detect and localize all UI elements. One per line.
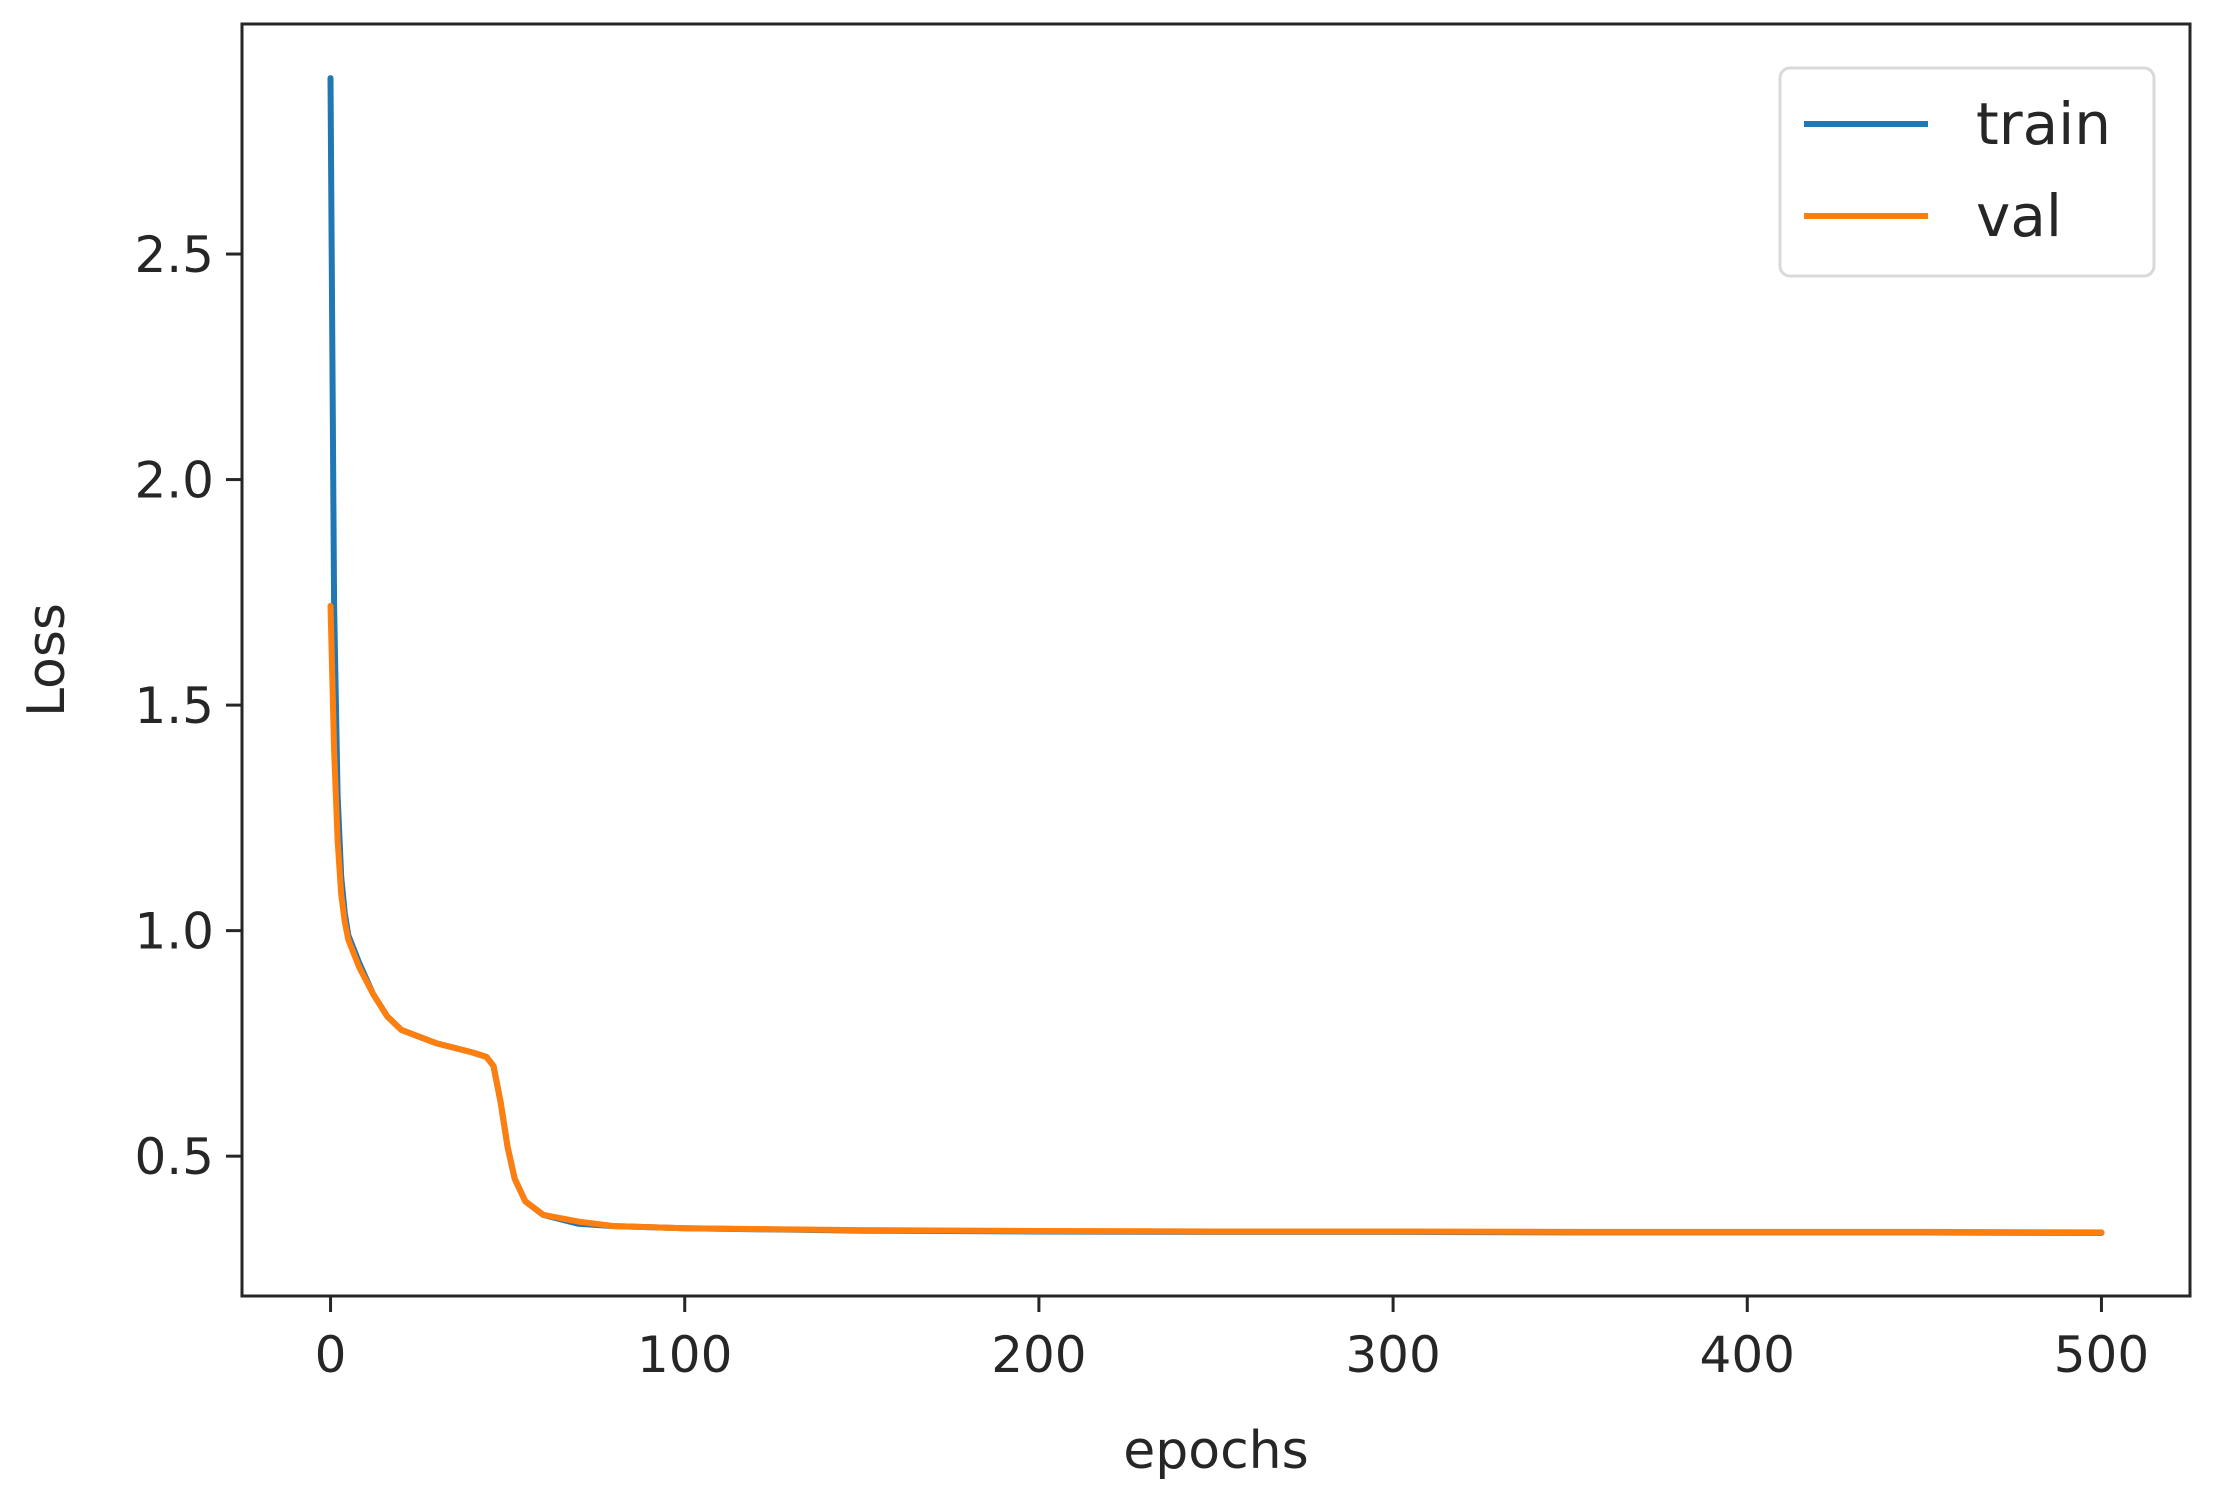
y-tick-label: 2.0 [134, 452, 214, 510]
series-layer [327, 75, 2105, 1236]
series-line-val [327, 602, 2105, 1236]
y-axis-ticks: 0.5 1.0 1.5 2.0 2.5 [134, 226, 242, 1186]
x-tick-label: 400 [1700, 1326, 1795, 1384]
y-axis-label: Loss [17, 603, 77, 717]
x-axis-label: epochs [1123, 1421, 1308, 1481]
y-tick-label: 0.5 [134, 1128, 214, 1186]
x-tick-label: 300 [1345, 1326, 1440, 1384]
x-tick-label: 200 [991, 1326, 1086, 1384]
legend: train val [1778, 66, 2156, 278]
y-tick-label: 1.0 [134, 903, 214, 961]
legend-box [1778, 66, 2156, 278]
y-tick-label: 2.5 [134, 226, 214, 284]
axes-frame [240, 22, 2192, 1298]
legend-label-val: val [1976, 182, 2062, 250]
x-tick-label: 100 [637, 1326, 732, 1384]
legend-label-train: train [1976, 90, 2111, 158]
y-tick-label: 1.5 [134, 677, 214, 735]
x-axis-ticks: 0 100 200 300 400 500 [315, 1296, 2149, 1384]
x-tick-label: 500 [2054, 1326, 2149, 1384]
x-tick-label: 0 [315, 1326, 347, 1384]
